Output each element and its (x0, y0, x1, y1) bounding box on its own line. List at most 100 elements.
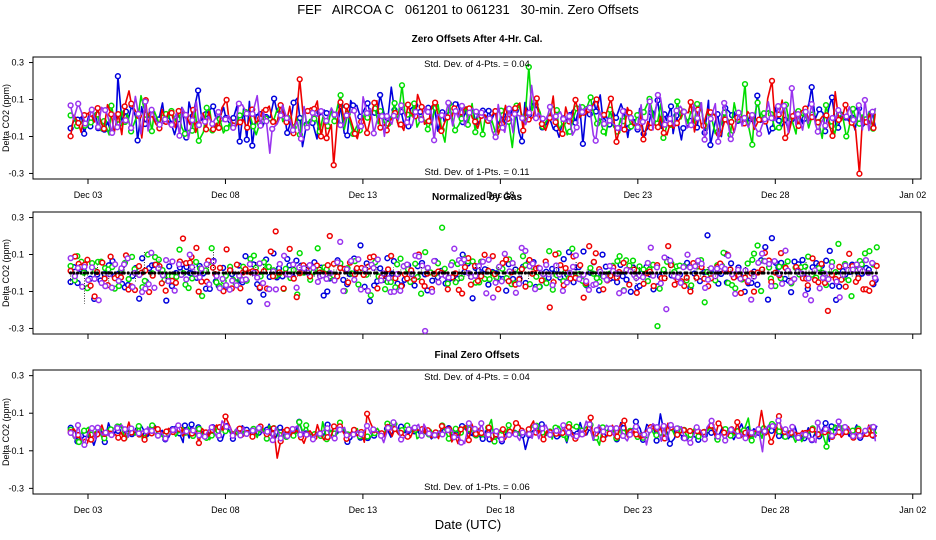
data-point (648, 271, 652, 275)
data-point (296, 76, 303, 83)
data-point (419, 262, 426, 269)
data-point (195, 137, 202, 144)
x-tick-label: Dec 28 (761, 190, 790, 200)
data-point (343, 102, 350, 110)
panel-2: Normalized by Gas 0.3 0.1 -0.1 -0.3 Delta CO2… (1, 192, 922, 339)
data-point (478, 420, 485, 427)
data-point (215, 108, 222, 116)
data-point (602, 271, 606, 275)
data-point (626, 431, 634, 438)
data-point (683, 274, 690, 281)
data-point (855, 102, 862, 109)
data-point (592, 280, 600, 288)
data-point (397, 287, 404, 294)
data-point (316, 430, 324, 437)
data-point (84, 256, 91, 263)
data-point (674, 98, 681, 105)
data-point (378, 113, 386, 120)
data-point (428, 288, 436, 295)
data-point (129, 283, 136, 291)
data-point (742, 435, 749, 442)
data-point (629, 271, 633, 275)
data-point (351, 107, 358, 114)
data-point (540, 436, 547, 443)
data-point (701, 136, 708, 143)
data-point (701, 436, 708, 443)
data-point (233, 282, 240, 289)
data-point (579, 108, 586, 116)
data-point (677, 279, 684, 287)
data-point (458, 439, 465, 446)
data-point (121, 103, 128, 110)
data-point (375, 271, 379, 275)
data-point (770, 271, 774, 275)
data-point (243, 430, 250, 438)
data-point (641, 431, 648, 438)
data-point (337, 121, 344, 129)
data-point (636, 263, 643, 270)
data-point (723, 271, 727, 275)
y-tick-label: -0.3 (8, 483, 24, 493)
data-point (825, 276, 832, 283)
data-point (749, 141, 756, 148)
data-point (583, 278, 590, 285)
data-point (460, 271, 464, 275)
data-point (572, 271, 576, 275)
data-point (439, 431, 446, 438)
data-point (559, 130, 566, 138)
data-point (688, 282, 695, 289)
data-point (438, 112, 445, 119)
data-point (767, 438, 775, 446)
data-point (85, 276, 92, 284)
data-point (141, 436, 148, 443)
data-point (527, 271, 531, 275)
data-point (666, 115, 674, 122)
data-point (370, 130, 377, 137)
data-point (569, 245, 576, 252)
data-point (168, 121, 175, 129)
data-point (366, 298, 374, 305)
data-point (166, 263, 173, 270)
data-point (734, 266, 742, 273)
data-point (122, 271, 126, 275)
data-point (578, 431, 586, 438)
data-point (425, 117, 432, 125)
data-point (94, 424, 101, 431)
data-point (71, 273, 79, 280)
data-point (761, 428, 768, 435)
data-point (374, 256, 381, 263)
data-point (102, 282, 109, 290)
data-point (559, 287, 567, 295)
data-point (741, 80, 749, 88)
data-point (314, 245, 321, 252)
data-point (280, 252, 288, 259)
data-point (498, 436, 505, 443)
data-point (664, 271, 668, 275)
data-point (461, 264, 469, 271)
data-point (224, 271, 228, 275)
data-point (421, 327, 429, 335)
data-point (135, 422, 142, 430)
data-point (701, 299, 708, 306)
data-point (579, 140, 587, 147)
data-point (586, 104, 593, 111)
data-point (411, 282, 418, 289)
data-point (616, 271, 620, 275)
data-point (572, 252, 580, 259)
data-point (307, 271, 312, 275)
data-point (660, 134, 667, 142)
x-tick-label: Dec 08 (211, 505, 240, 515)
data-point (120, 261, 128, 268)
data-point (787, 288, 795, 296)
data-point (499, 426, 507, 433)
data-point (334, 259, 341, 266)
data-point (223, 125, 230, 132)
data-point (780, 102, 788, 110)
data-point (290, 275, 297, 282)
data-point (258, 271, 263, 275)
data-point (210, 126, 217, 133)
data-point (317, 107, 325, 115)
data-point (855, 427, 862, 434)
data-point (115, 110, 122, 118)
